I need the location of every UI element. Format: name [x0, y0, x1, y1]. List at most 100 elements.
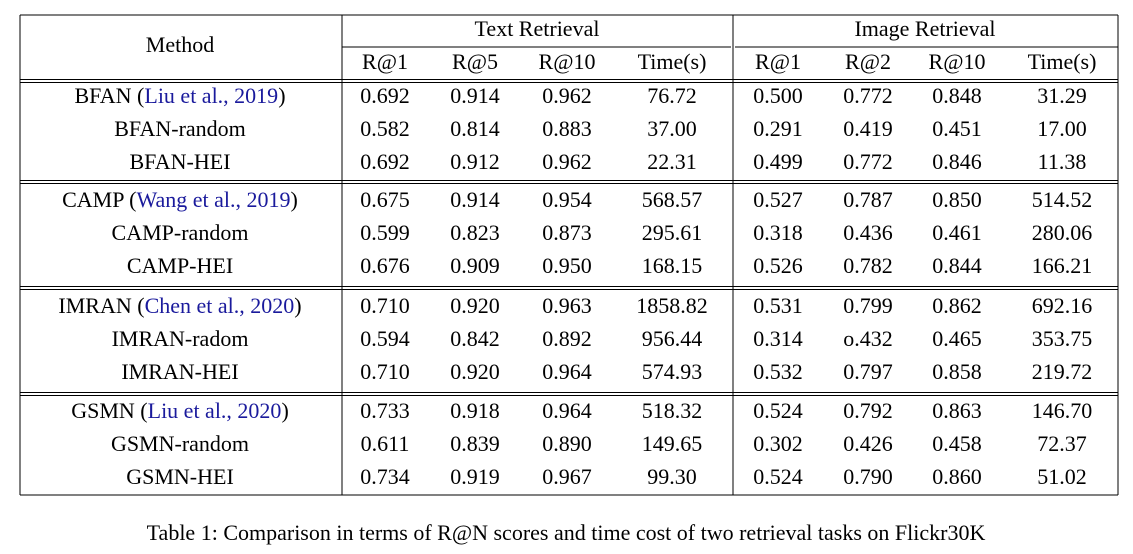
- value-cell: 0.451: [932, 116, 982, 141]
- value-cell: 0.527: [753, 187, 803, 212]
- column-header: R@10: [539, 49, 596, 74]
- rules: [19, 14, 1119, 496]
- value-cell: 0.436: [843, 220, 893, 245]
- value-cell: 0.862: [932, 293, 982, 318]
- value-cell: 0.500: [753, 83, 803, 108]
- value-cell: 146.70: [1032, 398, 1093, 423]
- value-cell: 0.792: [843, 398, 893, 423]
- value-cell: 0.733: [360, 398, 410, 423]
- value-cell: 0.858: [932, 359, 982, 384]
- value-cell: 219.72: [1032, 359, 1093, 384]
- value-cell: 692.16: [1032, 293, 1093, 318]
- value-cell: 17.00: [1037, 116, 1087, 141]
- value-cell: 280.06: [1032, 220, 1093, 245]
- group-header: Image Retrieval: [854, 16, 995, 41]
- value-cell: 0.814: [450, 116, 500, 141]
- value-cell: 0.582: [360, 116, 410, 141]
- value-cell: 0.883: [542, 116, 592, 141]
- value-cell: 0.318: [753, 220, 803, 245]
- method-cell: GSMN (Liu et al., 2020): [71, 398, 289, 423]
- method-part: CAMP (: [62, 187, 136, 212]
- method-cell: CAMP-random: [112, 220, 249, 245]
- value-cell: 0.461: [932, 220, 982, 245]
- value-cell: 168.15: [642, 253, 703, 278]
- value-cell: 0.909: [450, 253, 500, 278]
- value-cell: 0.314: [753, 326, 803, 351]
- value-cell: 166.21: [1032, 253, 1093, 278]
- column-header: R@1: [755, 49, 801, 74]
- value-cell: 0.787: [843, 187, 893, 212]
- method-part: GSMN-random: [111, 431, 249, 456]
- column-header: R@1: [362, 49, 408, 74]
- value-cell: 0.524: [753, 464, 803, 489]
- method-cell: IMRAN-radom: [112, 326, 249, 351]
- value-cell: 0.912: [450, 149, 500, 174]
- value-cell: 295.61: [642, 220, 703, 245]
- value-cell: 0.823: [450, 220, 500, 245]
- value-cell: 0.611: [361, 431, 410, 456]
- value-cell: 353.75: [1032, 326, 1093, 351]
- column-header: R@5: [452, 49, 498, 74]
- value-cell: 0.419: [843, 116, 893, 141]
- value-cell: 0.734: [360, 464, 410, 489]
- value-cell: 574.93: [642, 359, 703, 384]
- method-part: CAMP-random: [112, 220, 249, 245]
- value-cell: 0.844: [932, 253, 982, 278]
- method-part: ): [281, 398, 288, 423]
- value-cell: 0.532: [753, 359, 803, 384]
- method-part: Liu et al., 2019: [144, 83, 278, 108]
- value-cell: 0.692: [360, 83, 410, 108]
- method-part: ): [278, 83, 285, 108]
- method-part: ): [291, 187, 298, 212]
- value-cell: 0.918: [450, 398, 500, 423]
- value-cell: 0.675: [360, 187, 410, 212]
- value-cell: 0.920: [450, 359, 500, 384]
- value-cell: 0.524: [753, 398, 803, 423]
- method-cell: BFAN-random: [114, 116, 246, 141]
- value-cell: 0.914: [450, 187, 500, 212]
- value-cell: 0.594: [360, 326, 410, 351]
- value-cell: o.432: [843, 326, 893, 351]
- value-cell: 0.967: [542, 464, 592, 489]
- method-cell: GSMN-random: [111, 431, 249, 456]
- value-cell: 0.850: [932, 187, 982, 212]
- group-header: Text Retrieval: [475, 16, 600, 41]
- method-part: Liu et al., 2020: [148, 398, 282, 423]
- value-cell: 514.52: [1032, 187, 1093, 212]
- value-cell: 72.37: [1037, 431, 1087, 456]
- value-cell: 0.710: [360, 293, 410, 318]
- value-cell: 0.531: [753, 293, 803, 318]
- value-cell: 0.846: [932, 149, 982, 174]
- value-cell: 0.799: [843, 293, 893, 318]
- method-part: IMRAN-HEI: [121, 359, 238, 384]
- value-cell: 51.02: [1037, 464, 1087, 489]
- value-cell: 568.57: [642, 187, 703, 212]
- method-part: GSMN-HEI: [126, 464, 234, 489]
- value-cell: 0.526: [753, 253, 803, 278]
- value-cell: 99.30: [647, 464, 697, 489]
- value-cell: 37.00: [647, 116, 697, 141]
- value-cell: 0.964: [542, 398, 592, 423]
- value-cell: 0.914: [450, 83, 500, 108]
- value-cell: 0.873: [542, 220, 592, 245]
- value-cell: 0.676: [360, 253, 410, 278]
- value-cell: 149.65: [642, 431, 703, 456]
- method-header: Method: [146, 32, 214, 57]
- method-cell: IMRAN (Chen et al., 2020): [58, 293, 301, 318]
- method-part: IMRAN-radom: [112, 326, 249, 351]
- method-cell: CAMP (Wang et al., 2019): [62, 187, 298, 212]
- method-part: IMRAN (: [58, 293, 144, 318]
- method-cell: CAMP-HEI: [127, 253, 233, 278]
- value-cell: 0.797: [843, 359, 893, 384]
- value-cell: 518.32: [642, 398, 703, 423]
- value-cell: 0.919: [450, 464, 500, 489]
- method-cell: BFAN-HEI: [129, 149, 230, 174]
- value-cell: 0.839: [450, 431, 500, 456]
- method-part: ): [294, 293, 301, 318]
- method-part: Chen et al., 2020: [145, 293, 295, 318]
- method-part: GSMN (: [71, 398, 147, 423]
- value-cell: 1858.82: [636, 293, 708, 318]
- value-cell: 0.302: [753, 431, 803, 456]
- column-header: R@2: [845, 49, 891, 74]
- value-cell: 0.782: [843, 253, 893, 278]
